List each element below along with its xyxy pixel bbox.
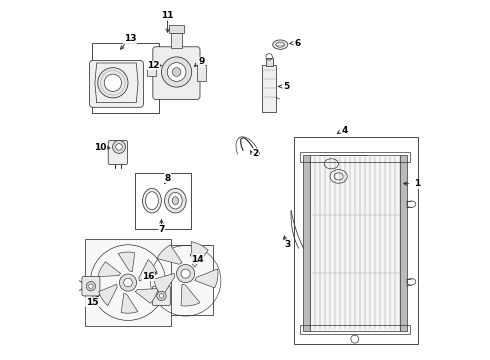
Polygon shape: [154, 274, 175, 296]
Polygon shape: [157, 245, 182, 264]
Text: 9: 9: [198, 57, 205, 66]
FancyBboxPatch shape: [153, 47, 200, 99]
Bar: [319, 155, 366, 221]
Text: 10: 10: [94, 143, 106, 152]
Polygon shape: [139, 260, 157, 281]
Text: 12: 12: [147, 61, 159, 70]
Circle shape: [176, 265, 195, 283]
Circle shape: [157, 291, 166, 301]
Bar: [262, 65, 276, 112]
Circle shape: [162, 57, 192, 87]
Circle shape: [104, 74, 122, 91]
Circle shape: [123, 278, 132, 287]
Text: 11: 11: [161, 10, 174, 19]
Text: 8: 8: [165, 174, 171, 183]
Bar: [303, 155, 310, 331]
Text: 13: 13: [123, 34, 136, 43]
Ellipse shape: [172, 197, 179, 204]
Text: 15: 15: [86, 298, 98, 307]
Polygon shape: [181, 284, 200, 306]
FancyBboxPatch shape: [90, 60, 144, 107]
Bar: [135, 173, 191, 229]
Bar: [85, 239, 172, 326]
Bar: [300, 152, 410, 162]
Text: 4: 4: [342, 126, 348, 135]
Polygon shape: [191, 242, 208, 267]
Circle shape: [86, 282, 96, 291]
Polygon shape: [121, 293, 138, 313]
Bar: [266, 58, 273, 66]
Text: 3: 3: [284, 240, 291, 249]
Circle shape: [181, 269, 190, 278]
Ellipse shape: [273, 40, 288, 49]
Ellipse shape: [169, 192, 182, 209]
Text: 5: 5: [283, 82, 290, 91]
Text: 1: 1: [414, 179, 420, 188]
Text: 6: 6: [294, 39, 300, 48]
Bar: [400, 155, 407, 331]
Text: 7: 7: [158, 225, 165, 234]
Bar: [92, 43, 159, 113]
Polygon shape: [118, 252, 135, 272]
Bar: [294, 137, 418, 344]
Circle shape: [89, 284, 93, 288]
Bar: [170, 25, 184, 33]
Circle shape: [116, 144, 122, 150]
Circle shape: [167, 63, 186, 81]
Ellipse shape: [165, 188, 186, 213]
Bar: [197, 65, 206, 81]
FancyBboxPatch shape: [82, 276, 100, 296]
Circle shape: [98, 68, 128, 98]
Text: 16: 16: [142, 272, 155, 281]
Bar: [171, 33, 182, 48]
FancyBboxPatch shape: [152, 286, 171, 306]
Circle shape: [159, 294, 164, 298]
Bar: [300, 325, 410, 334]
FancyBboxPatch shape: [108, 140, 127, 165]
Circle shape: [172, 68, 181, 76]
Polygon shape: [99, 284, 117, 306]
Polygon shape: [135, 289, 158, 303]
Bar: [310, 155, 400, 331]
Polygon shape: [98, 262, 121, 276]
Circle shape: [113, 140, 125, 153]
Bar: [157, 245, 213, 315]
Bar: [147, 65, 156, 76]
Text: 2: 2: [253, 149, 259, 158]
Ellipse shape: [146, 192, 158, 210]
Text: 14: 14: [191, 255, 204, 264]
Circle shape: [120, 274, 137, 291]
Ellipse shape: [143, 188, 161, 213]
Polygon shape: [195, 269, 218, 288]
